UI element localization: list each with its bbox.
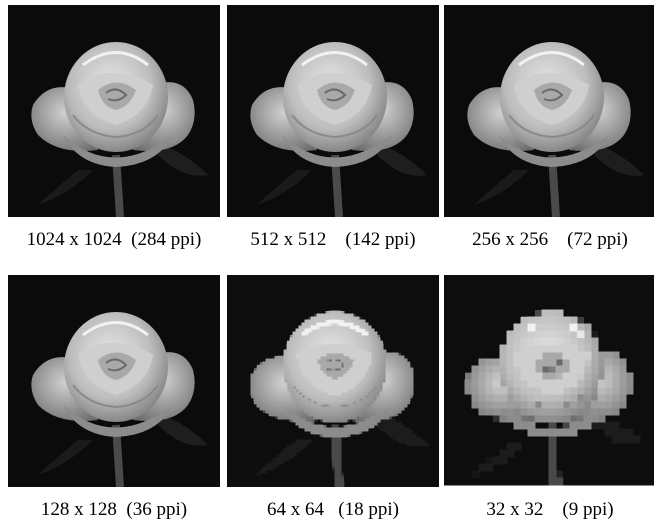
rose-image xyxy=(444,5,654,217)
panel: 64 x 64 (18 ppi) xyxy=(227,275,439,521)
rose-image xyxy=(8,5,220,217)
caption: 256 x 256 (72 ppi) xyxy=(444,229,654,251)
panel: 256 x 256 (72 ppi) xyxy=(444,5,654,251)
rose-image xyxy=(8,275,220,487)
rose-image xyxy=(444,275,654,487)
panel: 32 x 32 (9 ppi) xyxy=(444,275,654,521)
panel: 512 x 512 (142 ppi) xyxy=(227,5,439,251)
caption: 64 x 64 (18 ppi) xyxy=(227,499,439,521)
caption: 512 x 512 (142 ppi) xyxy=(227,229,439,251)
panel: 1024 x 1024 (284 ppi) xyxy=(8,5,220,251)
caption: 32 x 32 (9 ppi) xyxy=(444,499,654,521)
caption: 1024 x 1024 (284 ppi) xyxy=(8,229,220,251)
panel: 128 x 128 (36 ppi) xyxy=(8,275,220,521)
figure: 1024 x 1024 (284 ppi) 512 x 512 (142 ppi… xyxy=(0,0,654,524)
rose-image xyxy=(227,5,439,217)
rose-image xyxy=(227,275,439,487)
caption: 128 x 128 (36 ppi) xyxy=(8,499,220,521)
